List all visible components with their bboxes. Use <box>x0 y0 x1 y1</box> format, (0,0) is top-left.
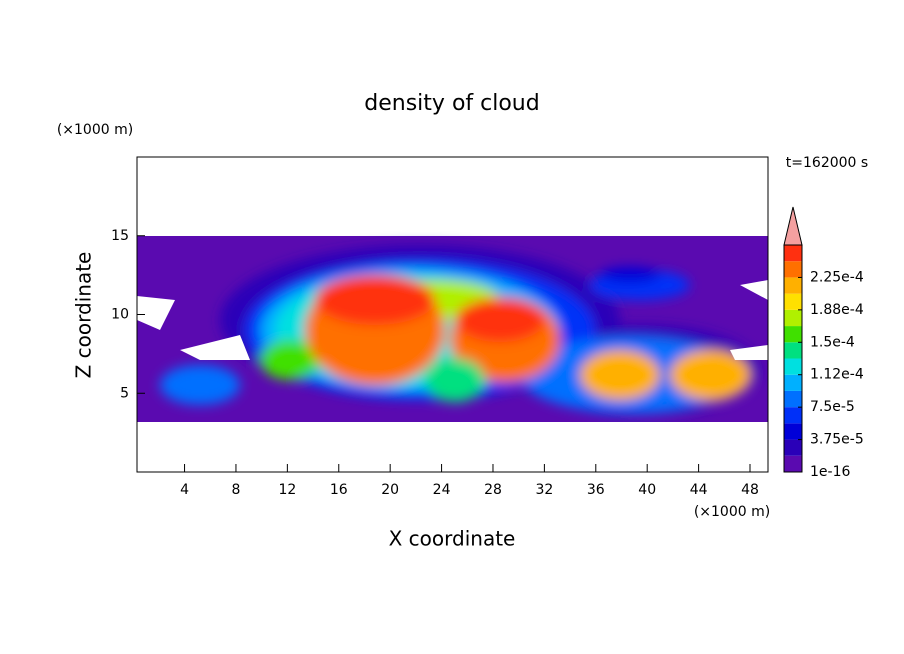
colorbar-band <box>784 358 802 375</box>
x-tick-label: 24 <box>433 482 451 498</box>
x-tick-label: 16 <box>330 482 348 498</box>
colorbar-extension <box>783 206 803 246</box>
x-tick-label: 36 <box>587 482 605 498</box>
y-tick-label: 5 <box>120 385 129 401</box>
contour-field <box>137 236 768 472</box>
colorbar-tick-label: 1.88e-4 <box>810 302 864 318</box>
colorbar-band <box>784 342 802 359</box>
x-tick-label: 8 <box>231 482 240 498</box>
colorbar-band <box>784 407 802 424</box>
colorbar-tick-label: 3.75e-5 <box>810 432 864 448</box>
colorbar-tick-label: 1.12e-4 <box>810 367 864 383</box>
colorbar-band <box>784 439 802 456</box>
colorbar-band <box>784 261 802 278</box>
colorbar-band <box>784 423 802 440</box>
colorbar-frame <box>783 244 803 473</box>
x-unit: (×1000 m) <box>694 504 770 520</box>
time-label: t=162000 s <box>786 155 868 171</box>
x-tick-label: 32 <box>535 482 553 498</box>
colorbar-band <box>784 245 802 262</box>
colorbar-band <box>784 309 802 327</box>
colorbar-tick-label: 2.25e-4 <box>810 269 864 285</box>
x-axis-title: X coordinate <box>389 527 516 551</box>
y-unit: (×1000 m) <box>57 122 133 138</box>
x-tick-label: 20 <box>381 482 399 498</box>
colorbar-tick-label: 1e-16 <box>810 464 850 480</box>
colorbar-band <box>784 390 802 408</box>
colorbar-tick-label: 7.5e-5 <box>810 399 855 415</box>
colorbar-band <box>784 374 802 391</box>
y-axis-title: Z coordinate <box>72 252 96 379</box>
chart-title: density of cloud <box>364 91 539 116</box>
y-tick-label: 10 <box>111 307 129 323</box>
colorbar-band <box>784 293 802 310</box>
x-tick-label: 28 <box>484 482 502 498</box>
x-tick-label: 4 <box>180 482 189 498</box>
x-tick-label: 12 <box>278 482 296 498</box>
colorbar-band <box>784 455 802 472</box>
x-tick-label: 44 <box>690 482 708 498</box>
colorbar-band <box>784 277 802 294</box>
x-tick-label: 48 <box>741 482 759 498</box>
colorbar-tick-label: 1.5e-4 <box>810 334 855 350</box>
colorbar-band <box>784 326 802 343</box>
x-tick-label: 40 <box>638 482 656 498</box>
y-tick-label: 15 <box>111 228 129 244</box>
